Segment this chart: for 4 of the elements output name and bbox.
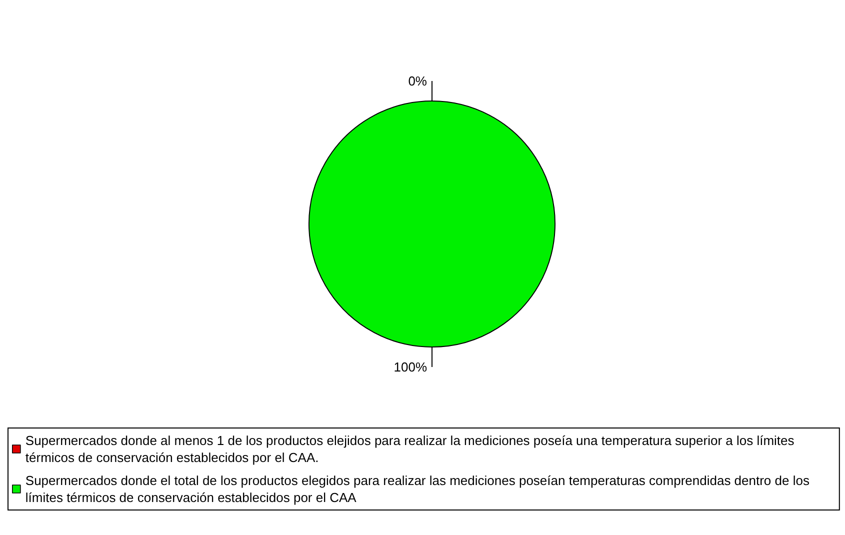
data-label: 100%: [394, 360, 428, 374]
text: 0%: [408, 74, 427, 88]
legend-label: Supermercados donde el total de los productos elegidos para realizar las mediciones poseían temperaturas comprendidas dentro de los límites térmicos de conservación establecidos por el CAA: [25, 473, 814, 505]
legend-label: Supermercados donde al menos 1 de los productos elejidos para realizar la mediciones poseía una temperatura superior a los límites térmicos de conservación establecidos por el CAA.: [25, 433, 798, 465]
